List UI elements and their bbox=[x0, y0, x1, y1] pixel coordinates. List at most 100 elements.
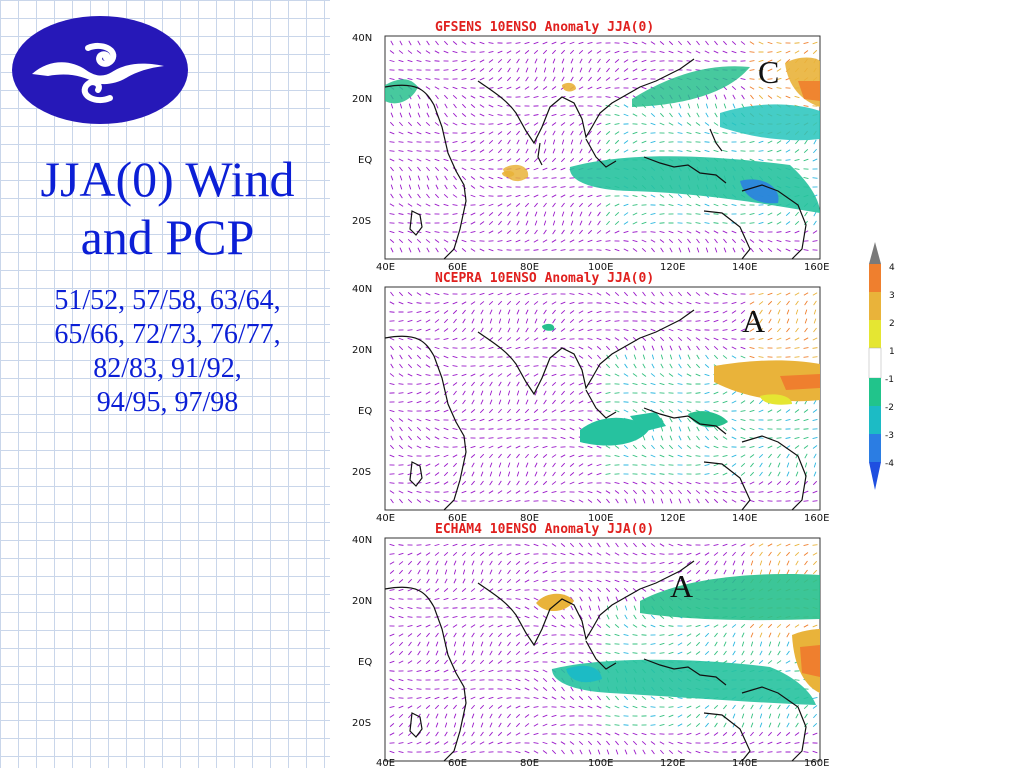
wind-vector bbox=[570, 749, 574, 755]
wind-vector bbox=[560, 194, 566, 198]
wind-vector bbox=[534, 480, 538, 486]
wind-vector bbox=[516, 130, 520, 136]
wind-vector bbox=[578, 49, 584, 55]
wind-vector bbox=[470, 104, 476, 108]
wind-vector bbox=[659, 122, 665, 126]
wind-vector bbox=[623, 59, 629, 63]
wind-vector bbox=[533, 114, 539, 116]
wind-vector bbox=[515, 722, 521, 728]
ncepra-map: NCEPRA 10ENSO Anomaly JJA(0) 40N 20N EQ … bbox=[352, 271, 829, 524]
wind-vector bbox=[516, 220, 520, 226]
wind-vector bbox=[435, 632, 439, 638]
wind-vector bbox=[515, 561, 521, 565]
wind-vector bbox=[516, 327, 520, 333]
wind-vector bbox=[407, 50, 413, 54]
wind-vector bbox=[524, 337, 530, 341]
wind-vector bbox=[723, 632, 727, 638]
wind-vector bbox=[461, 480, 467, 486]
wind-vector bbox=[470, 293, 476, 295]
wind-vector bbox=[426, 247, 430, 253]
wind-vector bbox=[749, 623, 755, 629]
wind-vector bbox=[804, 300, 808, 306]
wind-vector bbox=[425, 213, 431, 215]
wind-vector bbox=[660, 247, 664, 253]
wind-vector bbox=[524, 678, 530, 682]
wind-vector bbox=[605, 571, 611, 573]
wind-vector bbox=[471, 722, 475, 728]
wind-vector bbox=[570, 202, 574, 208]
wind-vector bbox=[596, 724, 602, 726]
wind-vector bbox=[605, 96, 611, 98]
wind-vector bbox=[785, 480, 791, 486]
wind-vector bbox=[407, 141, 413, 143]
wind-vector bbox=[776, 140, 782, 144]
wind-vector bbox=[471, 569, 475, 575]
wind-vector bbox=[569, 96, 575, 98]
wind-vector bbox=[560, 462, 566, 468]
wind-vector bbox=[813, 462, 817, 468]
wind-vector bbox=[533, 409, 539, 413]
wind-vector bbox=[507, 641, 511, 647]
wind-vector bbox=[542, 669, 548, 673]
wind-vector bbox=[786, 309, 790, 315]
wind-vector bbox=[606, 749, 610, 755]
wind-vector bbox=[390, 498, 394, 504]
wind-vector bbox=[524, 750, 530, 754]
wind-vector bbox=[623, 552, 629, 556]
wind-vector bbox=[785, 337, 791, 341]
wind-vector bbox=[695, 373, 701, 377]
wind-vector bbox=[453, 390, 457, 396]
wind-vector bbox=[417, 112, 421, 118]
wind-vector bbox=[516, 462, 520, 468]
wind-vector bbox=[578, 463, 584, 467]
wind-vector bbox=[785, 50, 791, 54]
wind-vector bbox=[704, 409, 710, 413]
wind-vector bbox=[498, 220, 502, 226]
wind-vector bbox=[435, 184, 439, 190]
wind-vector bbox=[525, 399, 529, 405]
wind-vector bbox=[722, 446, 728, 448]
wind-vector bbox=[543, 471, 547, 477]
wind-vector bbox=[443, 167, 449, 171]
wind-vector bbox=[551, 249, 557, 251]
wind-vector bbox=[614, 571, 620, 573]
wind-vector bbox=[785, 212, 791, 216]
wind-vector bbox=[516, 76, 520, 82]
wind-vector bbox=[444, 578, 448, 584]
wind-vector bbox=[614, 104, 620, 108]
wind-vector bbox=[641, 464, 647, 466]
wind-vector bbox=[488, 373, 494, 377]
wind-vector bbox=[533, 597, 539, 601]
wind-vector bbox=[669, 247, 673, 253]
wind-vector bbox=[587, 490, 593, 494]
wind-vector bbox=[390, 291, 394, 297]
wind-vector bbox=[578, 446, 584, 448]
wind-vector bbox=[578, 491, 584, 493]
wind-vector bbox=[624, 740, 628, 746]
map-coastlines bbox=[384, 560, 807, 762]
wind-vector bbox=[642, 749, 646, 755]
wind-vector bbox=[560, 427, 566, 431]
wind-vector bbox=[624, 749, 628, 755]
wind-vector bbox=[659, 409, 665, 413]
wind-vector bbox=[695, 301, 701, 305]
wind-vector bbox=[443, 679, 449, 681]
wind-vector bbox=[695, 579, 701, 583]
lon-label-120e: 120E bbox=[660, 513, 685, 524]
wind-vector bbox=[741, 632, 745, 638]
wind-vector bbox=[515, 678, 521, 682]
wind-vector bbox=[426, 632, 430, 638]
wind-vector bbox=[641, 382, 647, 386]
wind-vector bbox=[641, 542, 647, 548]
lon-label-100e: 100E bbox=[588, 758, 613, 768]
wind-vector bbox=[597, 695, 601, 701]
wind-vector bbox=[533, 453, 539, 459]
wind-vector bbox=[713, 60, 719, 62]
wind-vector bbox=[605, 445, 611, 449]
wind-vector bbox=[767, 751, 773, 753]
wind-vector bbox=[479, 588, 485, 592]
wind-vector bbox=[488, 104, 494, 108]
wind-vector bbox=[416, 238, 422, 244]
wind-vector bbox=[488, 704, 494, 710]
wind-vector bbox=[533, 365, 539, 367]
